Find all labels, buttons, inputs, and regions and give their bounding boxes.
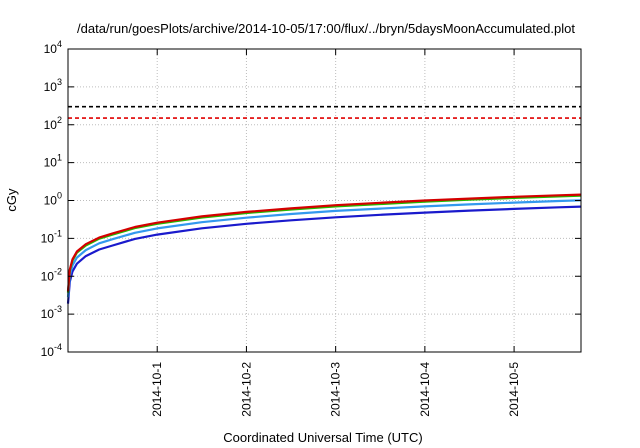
series-line bbox=[66, 205, 582, 304]
chart-title: /data/run/goesPlots/archive/2014-10-05/1… bbox=[77, 21, 575, 36]
y-tick-label: 10-4 bbox=[41, 342, 62, 359]
x-tick-label: 2014-10-4 bbox=[418, 362, 432, 417]
y-tick-label: 104 bbox=[44, 39, 62, 56]
x-tick-label: 2014-10-1 bbox=[150, 362, 164, 417]
series-line bbox=[66, 199, 582, 298]
y-ticks: 10-4 10-3 10-2 10-1 100 101 102 103 104 bbox=[41, 39, 581, 359]
x-tick-label: 2014-10-2 bbox=[239, 362, 253, 417]
y-tick-label: 100 bbox=[44, 191, 62, 208]
y-tick-label: 10-2 bbox=[41, 266, 62, 283]
x-ticks: 2014-10-1 2014-10-2 2014-10-3 2014-10-4 2014… bbox=[150, 49, 521, 417]
y-tick-label: 10-3 bbox=[41, 304, 62, 321]
threshold-lines bbox=[68, 105, 581, 119]
x-axis-label: Coordinated Universal Time (UTC) bbox=[223, 430, 422, 445]
y-tick-label: 10-1 bbox=[41, 228, 62, 245]
y-tick-label: 103 bbox=[44, 77, 62, 94]
y-axis-label: cGy bbox=[4, 188, 19, 212]
y-tick-label: 102 bbox=[44, 115, 62, 132]
x-tick-label: 2014-10-3 bbox=[329, 362, 343, 417]
grid bbox=[68, 48, 581, 353]
series-lines bbox=[66, 193, 582, 304]
plot-frame bbox=[67, 48, 582, 353]
series-line bbox=[66, 193, 582, 292]
y-tick-label: 101 bbox=[44, 153, 62, 170]
x-tick-label: 2014-10-5 bbox=[507, 362, 521, 417]
